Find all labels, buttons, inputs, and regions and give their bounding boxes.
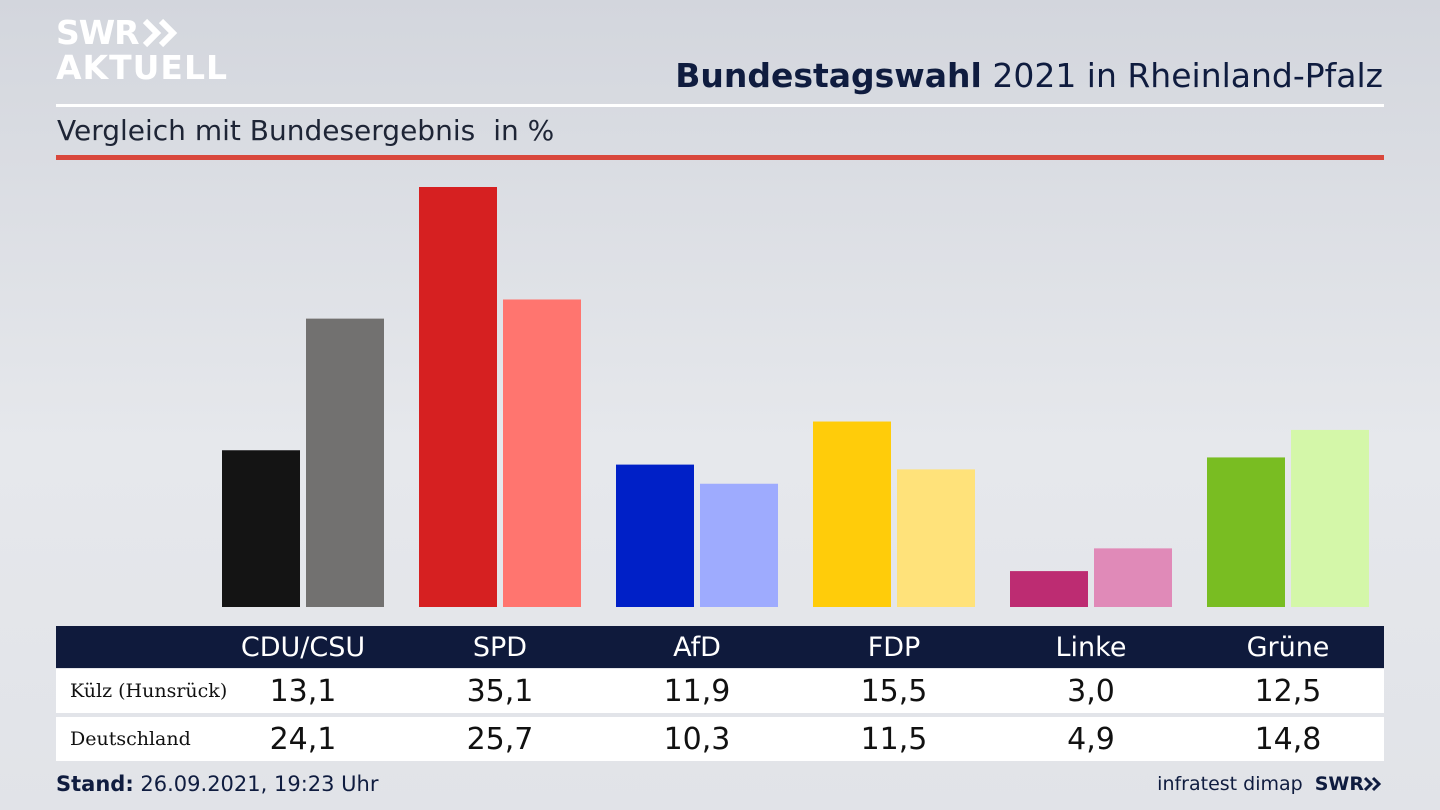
swr-aktuell-logo: SWR AKTUELL [56, 16, 228, 84]
swr-brand: SWR [1315, 773, 1384, 795]
subtitle-text: Vergleich mit Bundesergebnis [57, 114, 476, 147]
bar-afd-series-2 [700, 483, 778, 607]
chart-title: Bundestagswahl 2021 in Rheinland-Pfalz [675, 56, 1383, 95]
bar-linke-series-2 [1094, 548, 1172, 607]
table-row: Külz (Hunsrück) 13,1 35,1 11,9 15,5 3,0 12,5 [56, 669, 1384, 713]
value-cell: 11,5 [860, 721, 928, 757]
category-label: AfD [673, 631, 721, 663]
bar-spd-series-1 [419, 187, 497, 607]
category-label: Grüne [1246, 631, 1330, 663]
bar-linke-series-1 [1010, 571, 1088, 607]
value-cell: 13,1 [269, 673, 337, 709]
row-label: Deutschland [70, 728, 191, 750]
bar-cdu-csu-series-2 [306, 318, 384, 607]
category-label: SPD [472, 631, 528, 663]
chevrons-icon [1364, 776, 1382, 792]
category-label: CDU/CSU [240, 631, 366, 663]
value-cell: 10,3 [663, 721, 731, 757]
value-cell: 11,9 [663, 673, 731, 709]
value-cell: 14,8 [1254, 721, 1322, 757]
timestamp: Stand: 26.09.2021, 19:23 Uhr [56, 772, 379, 796]
value-cell: 12,5 [1254, 673, 1322, 709]
table-header: CDU/CSU SPD AfD FDP Linke Grüne [56, 626, 1384, 668]
source-text: infratest dimap [1157, 773, 1303, 795]
source-credit: infratest dimap SWR [1157, 773, 1384, 795]
logo-line2: AKTUELL [56, 48, 229, 87]
unit-label: in % [493, 114, 555, 147]
stand-value: 26.09.2021, 19:23 Uhr [133, 772, 379, 796]
value-cell: 24,1 [269, 721, 337, 757]
chevrons-icon [142, 18, 177, 47]
value-cell: 25,7 [466, 721, 534, 757]
bar-fdp-series-2 [897, 469, 975, 607]
value-cell: 3,0 [1067, 673, 1115, 709]
category-label: Linke [1055, 631, 1127, 663]
table-row: Deutschland 24,1 25,7 10,3 11,5 4,9 14,8 [56, 717, 1384, 761]
logo-line1: SWR [56, 13, 140, 52]
bar-fdp-series-1 [813, 421, 891, 607]
value-cell: 35,1 [466, 673, 534, 709]
bar-gr-ne-series-2 [1291, 429, 1369, 607]
value-cell: 15,5 [860, 673, 928, 709]
bar-gr-ne-series-1 [1207, 457, 1285, 607]
chart-subtitle: Vergleich mit Bundesergebnis in % [57, 114, 554, 147]
bar-afd-series-1 [616, 464, 694, 607]
header-divider [56, 104, 1384, 107]
row-label: Külz (Hunsrück) [70, 680, 228, 702]
value-cell: 4,9 [1067, 721, 1115, 757]
category-label: FDP [867, 631, 921, 663]
subtitle-divider [56, 155, 1384, 160]
bar-spd-series-2 [503, 299, 581, 607]
title-bold: Bundestagswahl [675, 56, 982, 95]
bar-cdu-csu-series-1 [222, 450, 300, 607]
stand-label: Stand: [56, 772, 134, 796]
title-rest: 2021 in Rheinland-Pfalz [981, 56, 1383, 95]
brand-text: SWR [1314, 773, 1364, 795]
